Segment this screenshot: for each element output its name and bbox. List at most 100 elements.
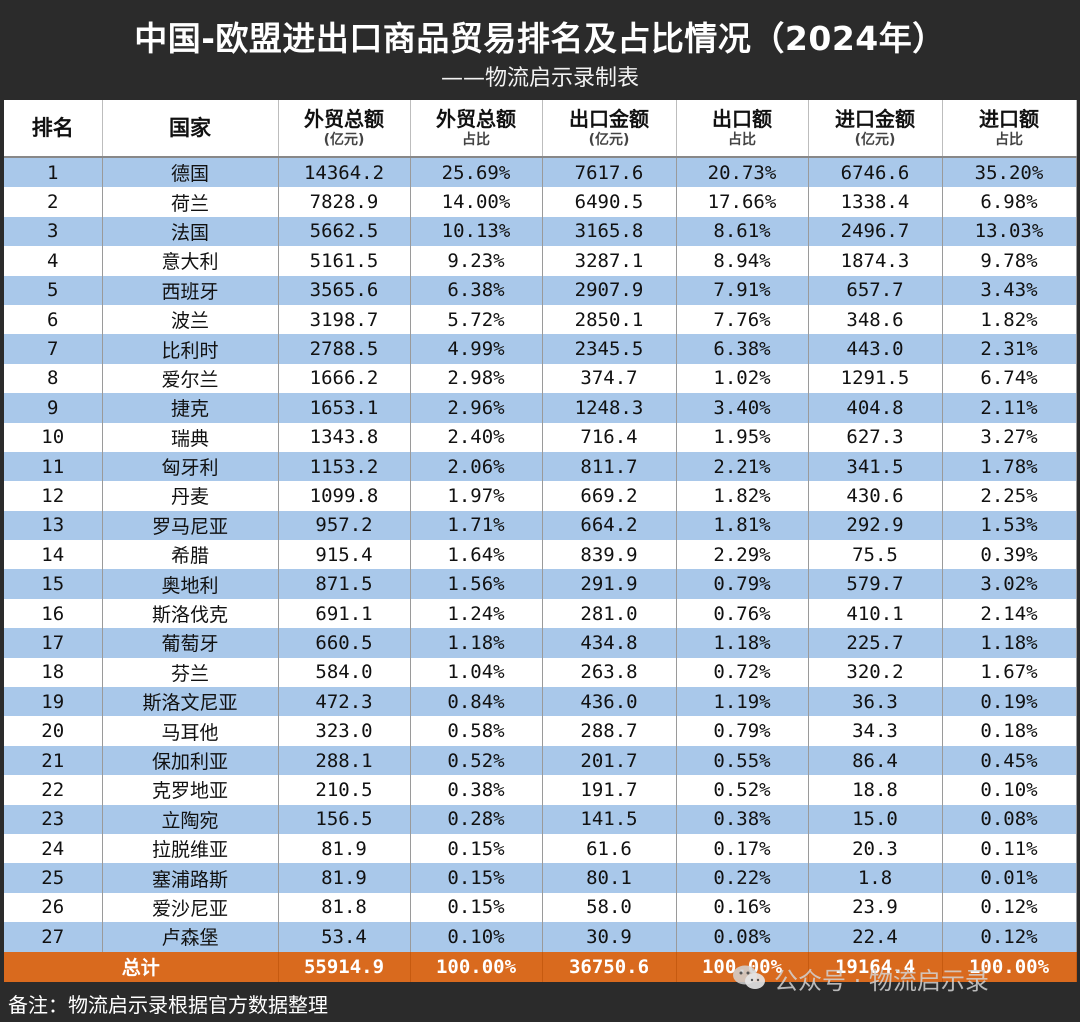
- table-row: 18 芬兰 584.0 1.04% 263.8 0.72% 320.2 1.67%: [4, 657, 1077, 688]
- cell-rank: 20: [4, 716, 103, 746]
- cell-import-share: 2.14%: [942, 598, 1077, 629]
- header-label: 外贸总额: [304, 107, 384, 131]
- cell-import: 15.0: [808, 804, 943, 834]
- total-trade-share: 100.00%: [410, 951, 543, 982]
- header-unit: 占比: [728, 132, 756, 148]
- cell-export: 2850.1: [542, 304, 677, 335]
- cell-rank: 3: [4, 216, 103, 247]
- cell-trade-share: 14.00%: [410, 187, 543, 217]
- cell-export: 281.0: [542, 598, 677, 629]
- cell-export-share: 8.61%: [676, 216, 809, 247]
- table-row: 9 捷克 1653.1 2.96% 1248.3 3.40% 404.8 2.11%: [4, 393, 1077, 423]
- cell-import-share: 0.01%: [942, 863, 1077, 893]
- cell-trade-share: 4.99%: [410, 334, 543, 364]
- table-row: 25 塞浦路斯 81.9 0.15% 80.1 0.22% 1.8 0.01%: [4, 863, 1077, 893]
- watermark: 公众号 · 物流启示录: [732, 960, 989, 996]
- cell-country: 德国: [102, 157, 279, 188]
- cell-export: 3287.1: [542, 246, 677, 276]
- cell-import: 225.7: [808, 628, 943, 658]
- cell-country: 保加利亚: [102, 745, 279, 776]
- header-export-amount: 出口金额 (亿元): [542, 100, 677, 158]
- cell-trade: 5161.5: [278, 246, 411, 276]
- cell-import: 341.5: [808, 451, 943, 482]
- total-export: 36750.6: [542, 951, 677, 982]
- cell-trade: 5662.5: [278, 216, 411, 247]
- table-row: 4 意大利 5161.5 9.23% 3287.1 8.94% 1874.3 9.78%: [4, 246, 1077, 276]
- total-import: 19164.4: [808, 951, 943, 982]
- table-row: 20 马耳他 323.0 0.58% 288.7 0.79% 34.3 0.18%: [4, 716, 1077, 746]
- cell-export: 61.6: [542, 833, 677, 864]
- cell-export-share: 0.52%: [676, 775, 809, 805]
- header-label: 出口额: [712, 107, 772, 131]
- trade-table-wrapper: 排名 国家 外贸总额 (亿元) 外贸总额 占比 出口金额 (亿元) 出口额 占比 进口金…: [4, 100, 1077, 982]
- cell-import: 579.7: [808, 569, 943, 599]
- cell-export: 2345.5: [542, 334, 677, 364]
- cell-rank: 1: [4, 157, 103, 188]
- table-row: 12 丹麦 1099.8 1.97% 669.2 1.82% 430.6 2.25%: [4, 481, 1077, 511]
- cell-trade: 14364.2: [278, 157, 411, 188]
- cell-import-share: 2.31%: [942, 334, 1077, 364]
- cell-trade: 81.9: [278, 863, 411, 893]
- cell-import: 410.1: [808, 598, 943, 629]
- cell-rank: 11: [4, 451, 103, 482]
- cell-import: 348.6: [808, 304, 943, 335]
- cell-import: 404.8: [808, 393, 943, 423]
- cell-export-share: 0.55%: [676, 745, 809, 776]
- cell-export-share: 1.95%: [676, 422, 809, 452]
- cell-export-share: 1.81%: [676, 510, 809, 541]
- header-label: 进口额: [979, 107, 1039, 131]
- cell-trade: 81.8: [278, 892, 411, 923]
- cell-rank: 21: [4, 745, 103, 776]
- cell-export: 1248.3: [542, 393, 677, 423]
- cell-rank: 27: [4, 922, 103, 952]
- cell-import-share: 0.10%: [942, 775, 1077, 805]
- cell-trade-share: 1.71%: [410, 510, 543, 541]
- total-row: 总计 55914.9 100.00% 36750.6 100.00% 19164…: [4, 951, 1077, 982]
- cell-trade: 3565.6: [278, 275, 411, 305]
- cell-trade-share: 1.18%: [410, 628, 543, 658]
- cell-export-share: 0.22%: [676, 863, 809, 893]
- header-country: 国家: [102, 100, 279, 158]
- cell-export: 434.8: [542, 628, 677, 658]
- cell-trade: 156.5: [278, 804, 411, 834]
- header-unit: 占比: [462, 132, 490, 148]
- table-row: 22 克罗地亚 210.5 0.38% 191.7 0.52% 18.8 0.10%: [4, 775, 1077, 805]
- table-body: 1 德国 14364.2 25.69% 7617.6 20.73% 6746.6 35.20%…: [4, 157, 1077, 952]
- cell-country: 法国: [102, 216, 279, 247]
- cell-trade: 323.0: [278, 716, 411, 746]
- cell-trade-share: 9.23%: [410, 246, 543, 276]
- cell-rank: 8: [4, 363, 103, 394]
- cell-rank: 5: [4, 275, 103, 305]
- cell-export: 141.5: [542, 804, 677, 834]
- cell-rank: 10: [4, 422, 103, 452]
- header-label: 排名: [31, 116, 74, 140]
- cell-export: 191.7: [542, 775, 677, 805]
- cell-import-share: 0.08%: [942, 804, 1077, 834]
- cell-trade: 472.3: [278, 687, 411, 717]
- cell-export-share: 1.82%: [676, 481, 809, 511]
- cell-trade-share: 0.15%: [410, 833, 543, 864]
- cell-trade-share: 5.72%: [410, 304, 543, 335]
- cell-export-share: 0.17%: [676, 833, 809, 864]
- table-row: 7 比利时 2788.5 4.99% 2345.5 6.38% 443.0 2.31%: [4, 334, 1077, 364]
- cell-import: 18.8: [808, 775, 943, 805]
- cell-trade-share: 0.28%: [410, 804, 543, 834]
- cell-export-share: 0.38%: [676, 804, 809, 834]
- header-label: 外贸总额: [436, 107, 516, 131]
- cell-rank: 2: [4, 187, 103, 217]
- cell-country: 荷兰: [102, 187, 279, 217]
- cell-export: 30.9: [542, 922, 677, 952]
- watermark-text: 公众号 · 物流启示录: [774, 966, 989, 995]
- total-trade: 55914.9: [278, 951, 411, 982]
- cell-import: 23.9: [808, 892, 943, 923]
- header-label: 进口金额: [835, 107, 915, 131]
- trade-table: 排名 国家 外贸总额 (亿元) 外贸总额 占比 出口金额 (亿元) 出口额 占比 进口金…: [4, 100, 1077, 982]
- table-row: 21 保加利亚 288.1 0.52% 201.7 0.55% 86.4 0.45%: [4, 745, 1077, 776]
- cell-country: 比利时: [102, 334, 279, 364]
- cell-trade: 1653.1: [278, 393, 411, 423]
- cell-import-share: 3.02%: [942, 569, 1077, 599]
- cell-import: 75.5: [808, 540, 943, 570]
- table-row: 19 斯洛文尼亚 472.3 0.84% 436.0 1.19% 36.3 0.19%: [4, 687, 1077, 717]
- cell-export-share: 0.72%: [676, 657, 809, 688]
- header-export-share: 出口额 占比: [676, 100, 809, 158]
